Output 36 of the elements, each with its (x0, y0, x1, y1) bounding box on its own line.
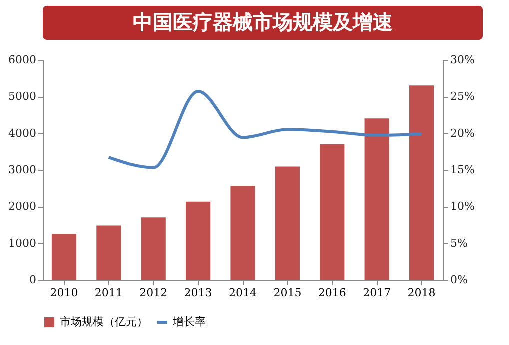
chart-title: 中国医疗器械市场规模及增速 (133, 10, 393, 34)
bar (141, 218, 166, 280)
y-tick-label: 6000 (8, 54, 36, 66)
legend-label: 市场规模（亿元） (60, 316, 148, 328)
y-tick-label: 3000 (8, 164, 36, 176)
y-tick-label: 0 (30, 274, 36, 286)
bar (96, 226, 122, 280)
bar (364, 118, 390, 280)
y2-tick-label: 5% (450, 236, 468, 250)
y2-tick-label: 0% (450, 274, 468, 286)
x-tick-label: 2018 (408, 286, 436, 300)
x-tick-label: 2013 (184, 286, 212, 300)
bar (230, 186, 256, 280)
legend-label: 增长率 (172, 316, 206, 328)
y2-tick-label: 25% (450, 90, 475, 104)
y-tick-label: 4000 (8, 126, 36, 140)
y-tick-label: 5000 (8, 90, 36, 104)
bar (275, 166, 300, 280)
bar (52, 234, 77, 280)
x-tick-label: 2016 (318, 286, 346, 300)
bar (186, 202, 211, 280)
bar (320, 144, 345, 280)
x-tick-label: 2012 (140, 286, 168, 300)
y2-tick-label: 10% (450, 200, 475, 214)
y2-tick-label: 15% (450, 164, 475, 176)
y-tick-label: 2000 (8, 200, 36, 214)
y2-tick-label: 20% (450, 126, 475, 140)
x-tick-label: 2010 (50, 286, 78, 300)
bar (409, 86, 434, 280)
x-tick-label: 2014 (229, 286, 257, 300)
x-tick-label: 2011 (94, 286, 123, 300)
y-tick-label: 1000 (8, 236, 36, 250)
x-tick-label: 2015 (274, 286, 302, 300)
line-series (107, 90, 424, 170)
y2-tick-label: 30% (450, 54, 475, 66)
x-tick-label: 2017 (363, 286, 392, 300)
